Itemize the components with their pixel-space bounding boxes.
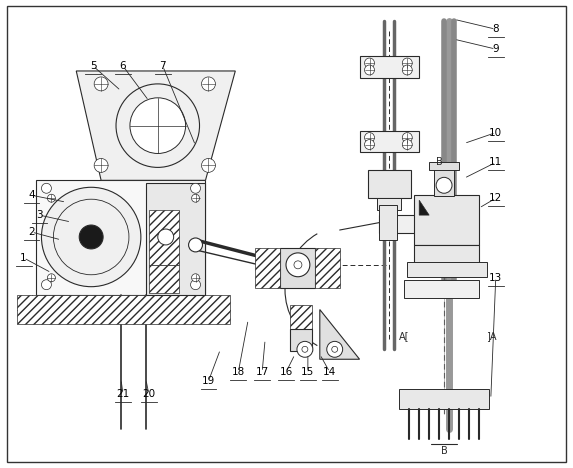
Bar bbox=[414, 195, 479, 245]
Circle shape bbox=[364, 65, 375, 75]
Text: A[: A[ bbox=[399, 331, 410, 341]
Bar bbox=[378, 198, 401, 210]
Circle shape bbox=[278, 258, 292, 272]
Bar bbox=[407, 262, 487, 277]
Bar bbox=[255, 248, 280, 288]
Bar bbox=[405, 280, 479, 298]
Circle shape bbox=[202, 77, 215, 91]
Circle shape bbox=[41, 187, 141, 287]
Bar bbox=[17, 295, 230, 324]
Circle shape bbox=[402, 58, 412, 68]
Bar bbox=[280, 248, 315, 288]
Circle shape bbox=[189, 238, 202, 252]
Polygon shape bbox=[320, 309, 360, 359]
Bar bbox=[379, 205, 397, 240]
Circle shape bbox=[364, 132, 375, 143]
Text: 20: 20 bbox=[142, 389, 155, 399]
Circle shape bbox=[48, 274, 56, 282]
Bar bbox=[360, 131, 419, 153]
Bar bbox=[290, 329, 312, 351]
Circle shape bbox=[116, 84, 199, 168]
Circle shape bbox=[286, 253, 310, 277]
Circle shape bbox=[302, 346, 308, 352]
Circle shape bbox=[130, 98, 186, 154]
Circle shape bbox=[294, 261, 302, 269]
Text: 19: 19 bbox=[202, 376, 215, 386]
Text: 3: 3 bbox=[36, 210, 43, 220]
Circle shape bbox=[202, 159, 215, 172]
Text: 1: 1 bbox=[20, 253, 27, 263]
Circle shape bbox=[327, 341, 343, 357]
Circle shape bbox=[158, 229, 174, 245]
Text: 8: 8 bbox=[492, 24, 499, 34]
Circle shape bbox=[94, 159, 108, 172]
Bar bbox=[315, 248, 340, 288]
Circle shape bbox=[402, 132, 412, 143]
Text: 11: 11 bbox=[489, 157, 503, 168]
Circle shape bbox=[297, 341, 313, 357]
Text: 6: 6 bbox=[120, 61, 126, 71]
Bar bbox=[360, 56, 419, 78]
Bar bbox=[379, 215, 469, 233]
Text: 9: 9 bbox=[492, 44, 499, 54]
Circle shape bbox=[191, 274, 199, 282]
Circle shape bbox=[41, 280, 52, 290]
Circle shape bbox=[79, 225, 103, 249]
Circle shape bbox=[436, 177, 452, 193]
Circle shape bbox=[41, 183, 52, 193]
Bar bbox=[290, 305, 312, 329]
Bar bbox=[399, 389, 489, 409]
Circle shape bbox=[364, 139, 375, 149]
Circle shape bbox=[48, 194, 56, 202]
Circle shape bbox=[364, 58, 375, 68]
Bar bbox=[149, 265, 179, 292]
Text: 13: 13 bbox=[489, 273, 503, 283]
Text: 21: 21 bbox=[116, 389, 129, 399]
Polygon shape bbox=[76, 71, 236, 180]
Text: 15: 15 bbox=[301, 367, 315, 377]
Text: B: B bbox=[441, 446, 448, 456]
Bar bbox=[434, 168, 454, 196]
Circle shape bbox=[402, 65, 412, 75]
Circle shape bbox=[94, 77, 108, 91]
Bar bbox=[429, 162, 459, 170]
Text: 2: 2 bbox=[28, 227, 35, 237]
Bar bbox=[414, 245, 479, 270]
Text: 10: 10 bbox=[489, 128, 503, 138]
Bar bbox=[37, 180, 206, 295]
Text: 17: 17 bbox=[256, 367, 269, 377]
Text: B: B bbox=[435, 157, 442, 168]
Text: 7: 7 bbox=[159, 61, 166, 71]
Circle shape bbox=[191, 183, 201, 193]
Text: 18: 18 bbox=[231, 367, 245, 377]
Bar bbox=[149, 210, 179, 265]
Polygon shape bbox=[146, 183, 206, 295]
Polygon shape bbox=[419, 200, 429, 215]
Text: 5: 5 bbox=[90, 61, 96, 71]
Circle shape bbox=[191, 194, 199, 202]
Circle shape bbox=[191, 280, 201, 290]
Bar bbox=[444, 205, 462, 240]
Text: 14: 14 bbox=[323, 367, 336, 377]
Circle shape bbox=[332, 346, 337, 352]
Circle shape bbox=[402, 139, 412, 149]
Circle shape bbox=[53, 199, 129, 275]
Text: 4: 4 bbox=[28, 190, 35, 200]
Text: 12: 12 bbox=[489, 193, 503, 203]
Text: 16: 16 bbox=[280, 367, 293, 377]
Text: ]A: ]A bbox=[485, 331, 496, 341]
Bar bbox=[367, 170, 411, 198]
